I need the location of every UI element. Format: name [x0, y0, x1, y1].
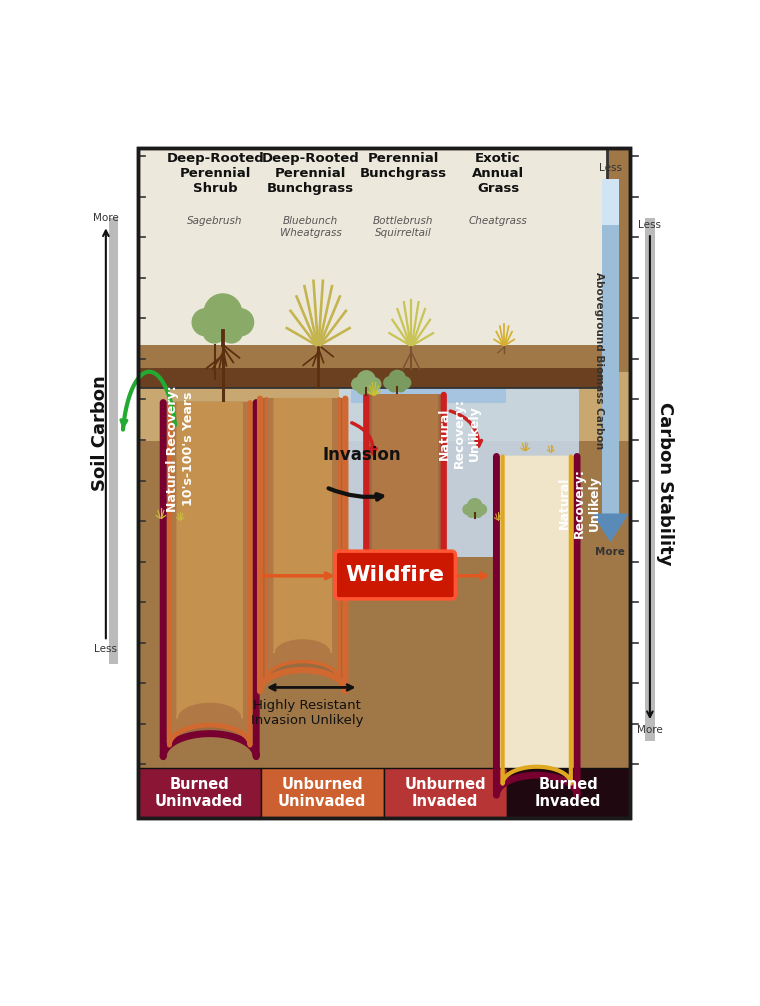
Polygon shape	[274, 398, 331, 653]
Bar	[602, 179, 619, 514]
Circle shape	[203, 321, 226, 343]
Bar	[138, 372, 630, 441]
Text: Unburned
Invaded: Unburned Invaded	[404, 778, 486, 809]
Polygon shape	[502, 457, 571, 784]
Polygon shape	[372, 394, 438, 568]
Text: Perennial
Bunchgrass: Perennial Bunchgrass	[360, 152, 447, 180]
Bar	[138, 149, 630, 818]
Text: Burned
Invaded: Burned Invaded	[535, 778, 601, 809]
Circle shape	[467, 509, 476, 517]
Text: More: More	[93, 212, 119, 222]
Circle shape	[220, 321, 242, 343]
Text: Carbon Stability: Carbon Stability	[656, 401, 673, 565]
Text: Less: Less	[94, 644, 117, 654]
Text: Bottlebrush
Squirreltail: Bottlebrush Squirreltail	[373, 216, 434, 237]
Text: Deep-Rooted
Perennial
Bunchgrass: Deep-Rooted Perennial Bunchgrass	[261, 152, 359, 195]
Text: Aboveground Biomass Carbon: Aboveground Biomass Carbon	[594, 272, 603, 449]
Polygon shape	[366, 394, 444, 579]
Circle shape	[357, 371, 375, 388]
Circle shape	[352, 378, 365, 390]
Circle shape	[192, 309, 220, 336]
Circle shape	[473, 509, 483, 517]
Circle shape	[476, 504, 486, 515]
Circle shape	[226, 309, 254, 336]
Text: Invasion: Invasion	[322, 446, 401, 464]
Polygon shape	[594, 514, 628, 541]
Text: Wildfire: Wildfire	[346, 565, 445, 585]
Circle shape	[399, 377, 410, 388]
Text: Less: Less	[599, 163, 622, 173]
Text: Sagebrush: Sagebrush	[188, 216, 243, 226]
Text: Exotic
Annual
Grass: Exotic Annual Grass	[472, 152, 524, 195]
Circle shape	[396, 382, 406, 391]
Text: Less: Less	[638, 220, 661, 230]
Bar	[261, 769, 384, 818]
Text: Bluebunch
Wheatgrass: Bluebunch Wheatgrass	[280, 216, 341, 237]
Circle shape	[467, 499, 482, 513]
Text: Cheatgrass: Cheatgrass	[469, 216, 527, 226]
Circle shape	[204, 294, 242, 331]
Circle shape	[389, 370, 405, 386]
Circle shape	[357, 383, 367, 394]
Bar	[138, 345, 606, 387]
Circle shape	[388, 382, 398, 391]
Polygon shape	[266, 398, 339, 680]
Circle shape	[368, 378, 381, 390]
Bar	[138, 149, 606, 387]
Text: Deep-Rooted
Perennial
Shrub: Deep-Rooted Perennial Shrub	[166, 152, 264, 195]
Circle shape	[365, 383, 375, 394]
Text: Natural
Recovery:
Unlikely: Natural Recovery: Unlikely	[438, 398, 481, 468]
Circle shape	[384, 377, 396, 388]
Text: Soil Carbon: Soil Carbon	[91, 375, 109, 491]
FancyBboxPatch shape	[335, 551, 455, 599]
Text: Highly Resistant
Invasion Unlikely: Highly Resistant Invasion Unlikely	[251, 699, 363, 727]
Text: More: More	[637, 724, 663, 734]
Bar	[138, 149, 630, 818]
Polygon shape	[496, 457, 577, 795]
Polygon shape	[163, 402, 256, 757]
Bar	[507, 769, 630, 818]
Bar	[138, 769, 261, 818]
Polygon shape	[177, 402, 242, 718]
Text: Burned
Uninvaded: Burned Uninvaded	[155, 778, 243, 809]
Bar	[339, 152, 579, 556]
Bar	[109, 217, 119, 664]
Text: Natural Recovery:
10's-100's Years: Natural Recovery: 10's-100's Years	[166, 385, 195, 512]
Polygon shape	[260, 398, 345, 691]
Bar	[645, 217, 654, 741]
Text: More: More	[595, 547, 625, 557]
Bar	[138, 368, 606, 387]
Bar	[138, 149, 630, 818]
Text: Unburned
Uninvaded: Unburned Uninvaded	[278, 778, 366, 809]
Bar	[384, 769, 507, 818]
Circle shape	[463, 504, 473, 515]
Bar	[602, 179, 619, 225]
Text: Natural
Recovery:
Unlikely: Natural Recovery: Unlikely	[558, 468, 601, 537]
Polygon shape	[169, 402, 250, 745]
Bar	[351, 360, 505, 402]
